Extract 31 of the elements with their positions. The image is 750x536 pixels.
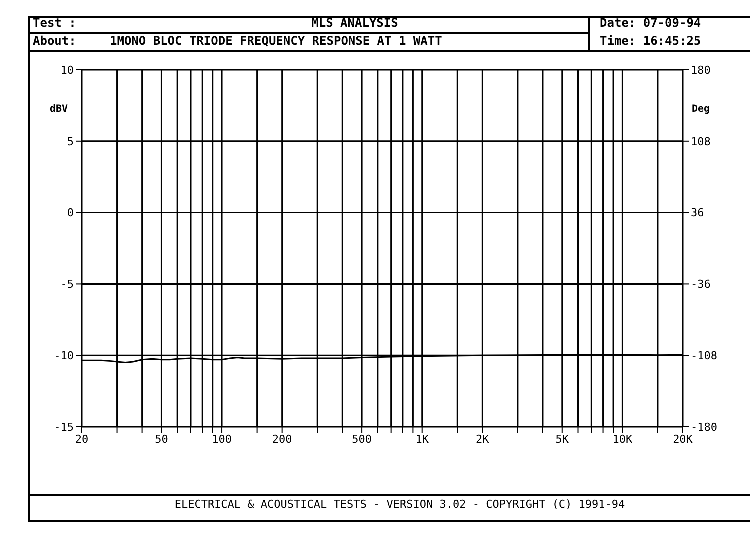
x-tick-label: 500	[352, 432, 372, 446]
x-tick-label: 20	[75, 432, 89, 446]
y-tick-label: 0	[67, 206, 74, 220]
x-tick-label: 100	[212, 432, 232, 446]
x-tick-label: 20K	[673, 432, 694, 446]
y-tick-label: 5	[67, 135, 74, 148]
y-tick-label: -5	[60, 278, 74, 292]
chart-subtitle: 1MONO BLOC TRIODE FREQUENCY RESPONSE AT 1 WATT	[110, 34, 442, 48]
y-tick-label: 10	[60, 64, 74, 77]
text: Date: 07-09-94	[600, 16, 702, 30]
y-axis-title: dBV	[50, 104, 68, 115]
y2-tick-label: -180	[691, 420, 718, 434]
text: About:	[33, 34, 76, 48]
x-tick-label: 1K	[416, 432, 430, 446]
x-tick-label: 200	[272, 432, 292, 446]
chart-title: MLS ANALYSIS	[310, 16, 400, 30]
text: ELECTRICAL & ACOUSTICAL TESTS - VERSION 3.02 - COPYRIGHT (C) 1991-94	[174, 498, 626, 511]
y2-tick-label: 108	[691, 135, 711, 148]
y2-axis-title: Deg	[692, 104, 710, 115]
x-tick-label: 5K	[556, 432, 570, 446]
y2-tick-label: 180	[691, 64, 711, 77]
y-tick-label: -15	[54, 420, 74, 434]
x-tick-label: 2K	[476, 432, 490, 446]
y2-tick-label: -108	[691, 350, 718, 363]
x-tick-label: 10K	[612, 432, 633, 446]
y-tick-label: -10	[54, 350, 74, 363]
text: Time: 16:45:25	[600, 34, 702, 48]
y2-tick-label: 36	[691, 206, 704, 220]
y2-tick-label: -36	[691, 278, 711, 292]
x-tick-label: 50	[155, 432, 168, 446]
text: Test :	[33, 16, 76, 30]
